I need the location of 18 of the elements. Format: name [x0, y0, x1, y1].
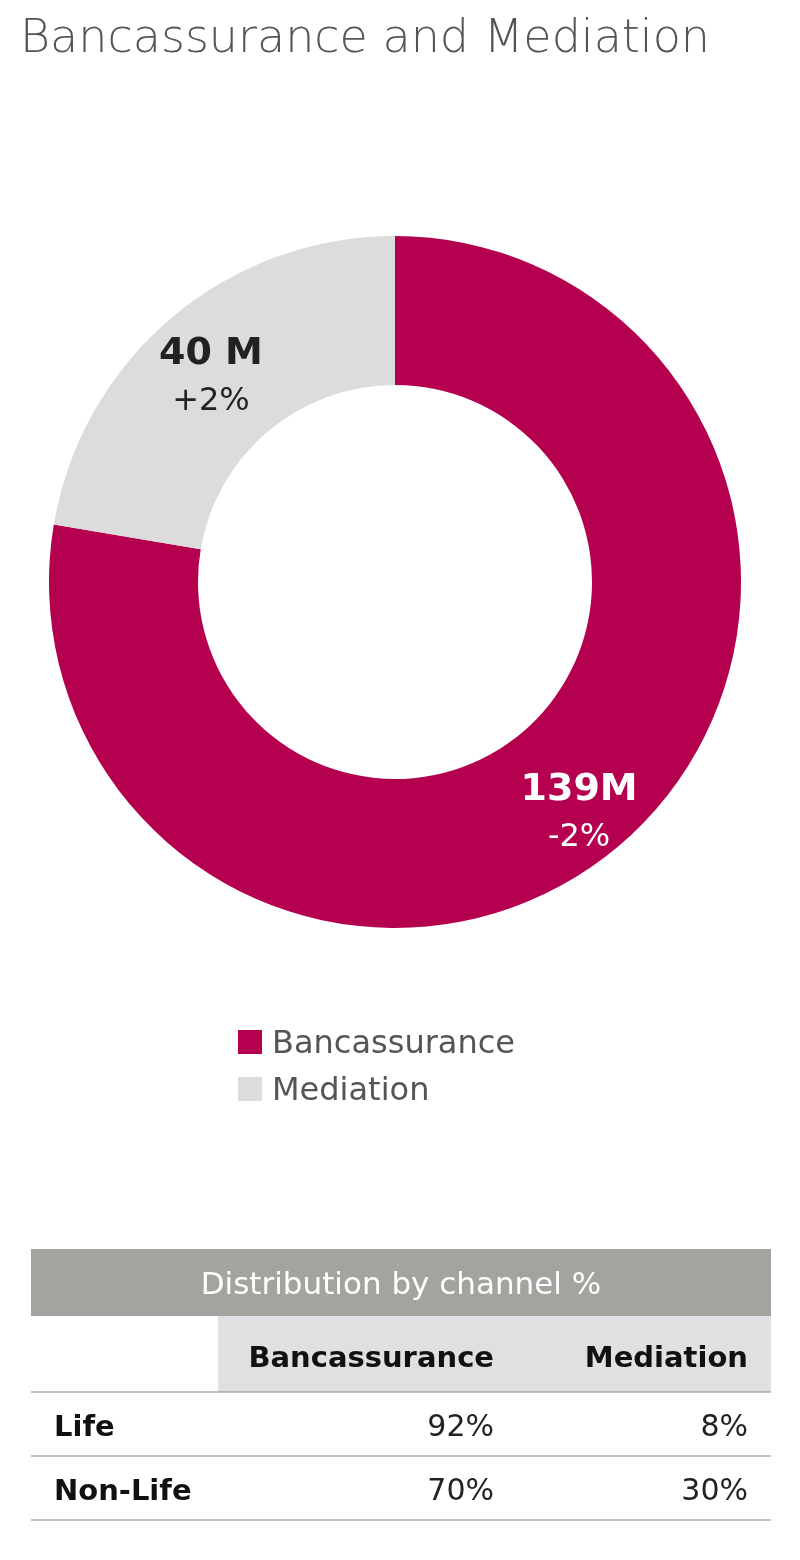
category-label: Non-Life	[54, 1473, 192, 1507]
donut-slice	[53, 236, 395, 550]
text: 92%	[427, 1408, 494, 1443]
legend-label: Mediation	[272, 1070, 430, 1108]
text: 30%	[681, 1472, 748, 1507]
category-label: Mediation	[584, 1340, 748, 1374]
text: Distribution by channel %	[200, 1265, 602, 1301]
chart-title: Bancassurance and Mediation	[20, 9, 710, 63]
data-label: 40 M	[158, 329, 263, 374]
data-label: 139M	[520, 764, 638, 809]
text: 8%	[700, 1408, 748, 1443]
category-label: Bancassurance	[248, 1340, 494, 1374]
text: -2%	[547, 815, 611, 854]
donut-slice	[49, 236, 741, 928]
text: 70%	[427, 1472, 494, 1507]
text: +2%	[172, 380, 250, 419]
legend-label: Bancassurance	[272, 1023, 515, 1061]
category-label: Life	[54, 1409, 115, 1443]
